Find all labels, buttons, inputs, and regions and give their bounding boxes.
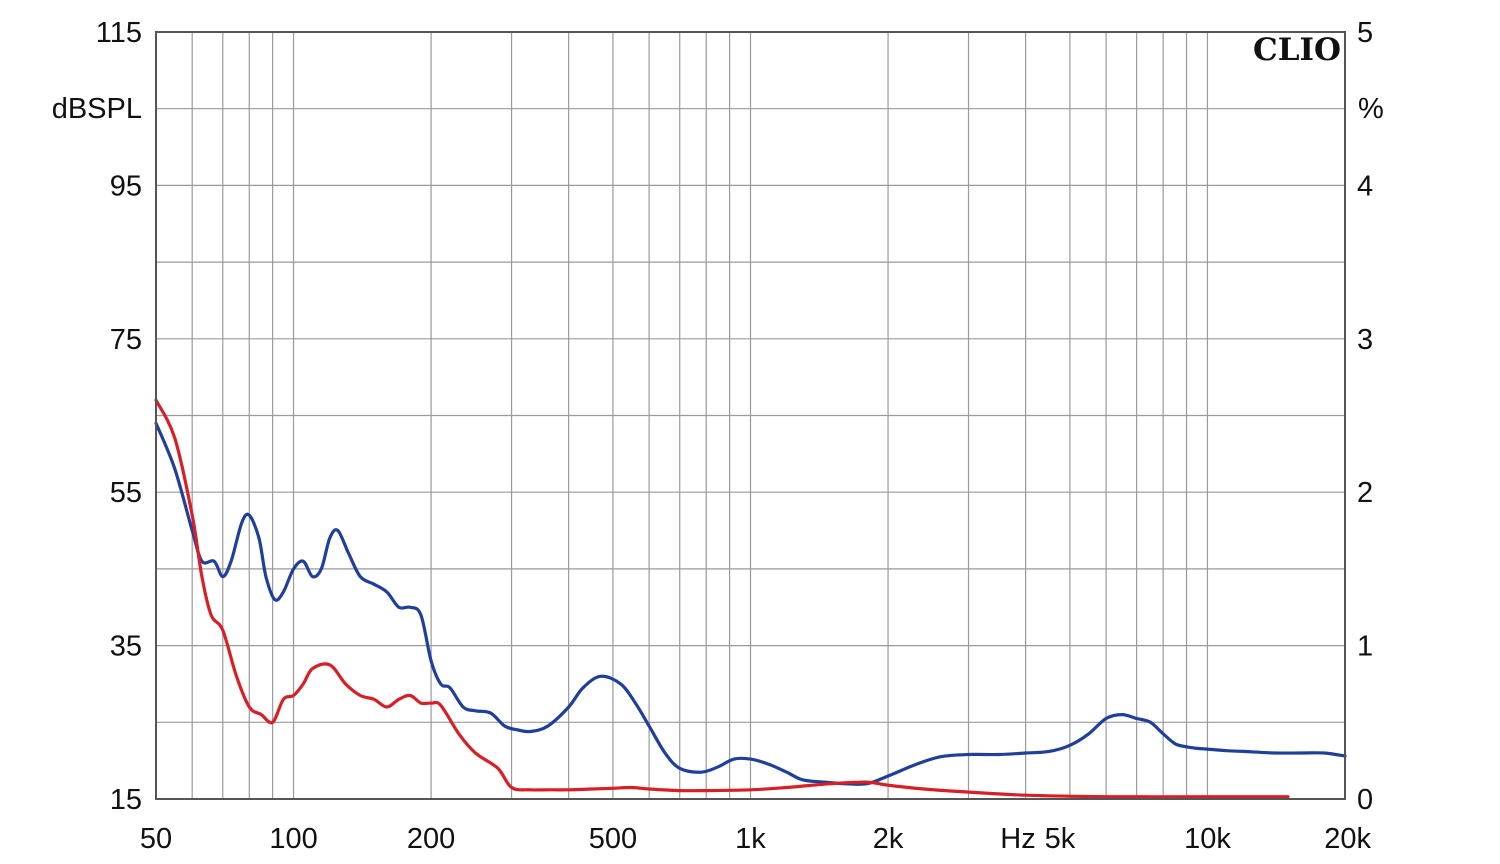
x-tick-label: 50: [140, 823, 172, 855]
x-tick-label: 500: [589, 823, 637, 855]
x-tick-label: 100: [269, 823, 317, 855]
y2-tick-label: 5: [1357, 17, 1373, 49]
series-line-1: [154, 421, 1347, 786]
series-line-2: [154, 398, 1290, 799]
x-axis-ticks: 50 100 200 500 1k 2k 5k 10k 20k: [140, 823, 1372, 855]
y-axis-label: dBSPL: [52, 93, 142, 125]
y2-axis-label: %: [1358, 93, 1384, 125]
y2-tick-label: 2: [1357, 477, 1373, 509]
y-tick-label: 115: [96, 17, 142, 49]
x-tick-label: 2k: [873, 823, 904, 855]
x-axis-unit: Hz: [1000, 823, 1035, 855]
y-tick-label: 15: [110, 784, 142, 816]
plot-frame: [155, 31, 1346, 800]
y-tick-label: 95: [110, 170, 142, 202]
y2-tick-label: 0: [1357, 784, 1373, 816]
x-tick-label: 1k: [735, 823, 766, 855]
y2-tick-label: 1: [1357, 631, 1373, 663]
x-tick-label: 5k: [1045, 823, 1076, 855]
x-tick-label: 10k: [1184, 823, 1231, 855]
x-tick-label: 20k: [1324, 823, 1371, 855]
y2-axis-ticks: 5 4 3 2 1 0: [1357, 17, 1373, 816]
y-tick-label: 35: [110, 631, 142, 663]
y-tick-label: 55: [110, 477, 142, 509]
series-lines: [154, 398, 1347, 799]
y-tick-label: 75: [110, 324, 142, 356]
y2-tick-label: 3: [1357, 324, 1373, 356]
y-axis-ticks: 115 95 75 55 35 15: [96, 17, 142, 816]
grid-lines: [156, 32, 1345, 799]
x-tick-label: 200: [407, 823, 455, 855]
y2-tick-label: 4: [1357, 170, 1373, 202]
clio-logo: CLIO: [1253, 32, 1341, 68]
